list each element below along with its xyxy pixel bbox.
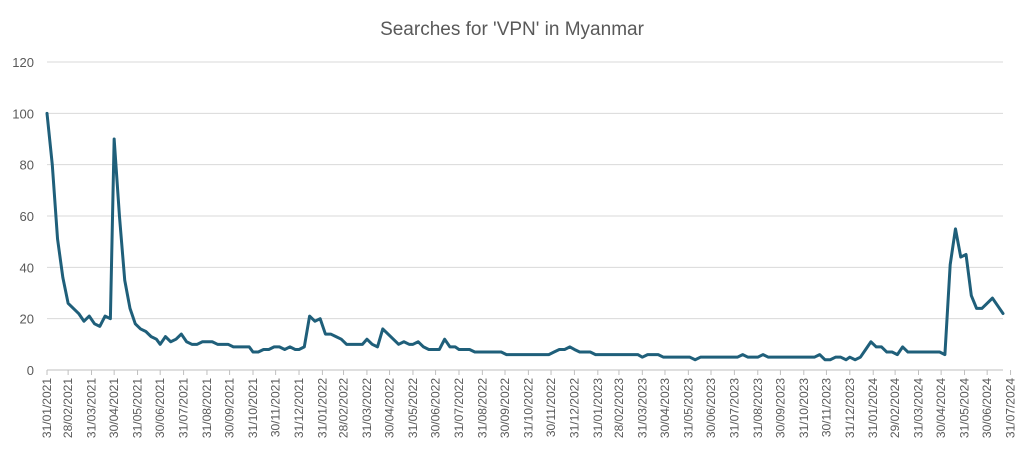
x-axis-ticks: 31/01/2021 28/02/2021 31/03/2021 30/04/2021…: [40, 370, 1018, 438]
x-tick-label: 31/03/2022: [360, 378, 374, 438]
x-tick-label: 28/02/2022: [337, 378, 351, 438]
gridlines: [47, 61, 1003, 371]
x-tick-label: 31/01/2023: [591, 378, 605, 438]
x-tick-label: 30/06/2022: [429, 378, 443, 438]
x-tick-label: 31/10/2022: [521, 378, 535, 438]
x-tick-label: 30/11/2022: [544, 378, 558, 437]
x-tick-label: 30/09/2023: [773, 378, 787, 438]
x-tick-label: 30/06/2021: [153, 378, 167, 438]
x-tick-label: 31/05/2023: [681, 378, 695, 438]
x-tick-label: 31/10/2021: [246, 378, 260, 438]
x-tick-label: 31/07/2023: [727, 378, 741, 438]
y-tick-label: 120: [12, 55, 34, 70]
x-tick-label: 31/08/2022: [475, 378, 489, 438]
x-tick-label: 30/09/2021: [223, 378, 237, 438]
x-tick-label: 31/12/2021: [292, 378, 306, 438]
x-tick-label: 31/05/2021: [131, 378, 145, 438]
x-tick-label: 30/04/2022: [383, 378, 397, 438]
x-tick-label: 31/12/2023: [843, 378, 857, 438]
x-tick-label: 31/01/2021: [40, 378, 54, 438]
x-tick-label: 31/08/2021: [200, 378, 214, 438]
x-tick-label: 31/07/2022: [452, 378, 466, 438]
x-tick-label: 30/04/2024: [934, 378, 948, 438]
x-tick-label: 30/11/2023: [819, 378, 833, 437]
x-tick-label: 28/02/2021: [61, 378, 75, 438]
x-tick-label: 31/01/2024: [866, 378, 880, 438]
x-tick-label: 31/05/2022: [406, 378, 420, 438]
x-tick-label: 31/01/2022: [315, 378, 329, 438]
series-line: [45, 111, 1005, 362]
x-tick-label: 29/02/2024: [888, 378, 902, 438]
x-tick-label: 31/03/2021: [85, 378, 99, 438]
y-axis-ticks: 0 20 40 60 80 100 120: [12, 55, 34, 378]
x-tick-label: 31/12/2022: [567, 378, 581, 438]
chart-title: Searches for 'VPN' in Myanmar: [380, 19, 645, 40]
y-tick-label: 20: [20, 312, 34, 327]
x-tick-label: 30/04/2023: [658, 378, 672, 438]
x-tick-label: 31/07/2024: [1004, 378, 1018, 438]
x-tick-label: 31/03/2024: [911, 378, 925, 438]
y-tick-label: 80: [20, 158, 34, 173]
x-tick-label: 31/07/2021: [177, 378, 191, 438]
x-tick-label: 30/09/2022: [498, 378, 512, 438]
x-tick-label: 30/04/2021: [107, 378, 121, 438]
x-tick-label: 31/10/2023: [797, 378, 811, 438]
x-tick-label: 30/06/2024: [980, 378, 994, 438]
x-tick-label: 30/11/2021: [269, 378, 283, 437]
x-tick-label: 31/08/2023: [751, 378, 765, 438]
x-tick-label: 31/03/2023: [635, 378, 649, 438]
x-tick-label: 30/06/2023: [704, 378, 718, 438]
series-layer: [45, 111, 1005, 362]
y-tick-label: 100: [12, 106, 34, 121]
y-tick-label: 40: [20, 260, 34, 275]
x-tick-label: 31/05/2024: [958, 378, 972, 438]
y-tick-label: 60: [20, 209, 34, 224]
y-tick-label: 0: [27, 363, 34, 378]
x-tick-label: 28/02/2023: [612, 378, 626, 438]
